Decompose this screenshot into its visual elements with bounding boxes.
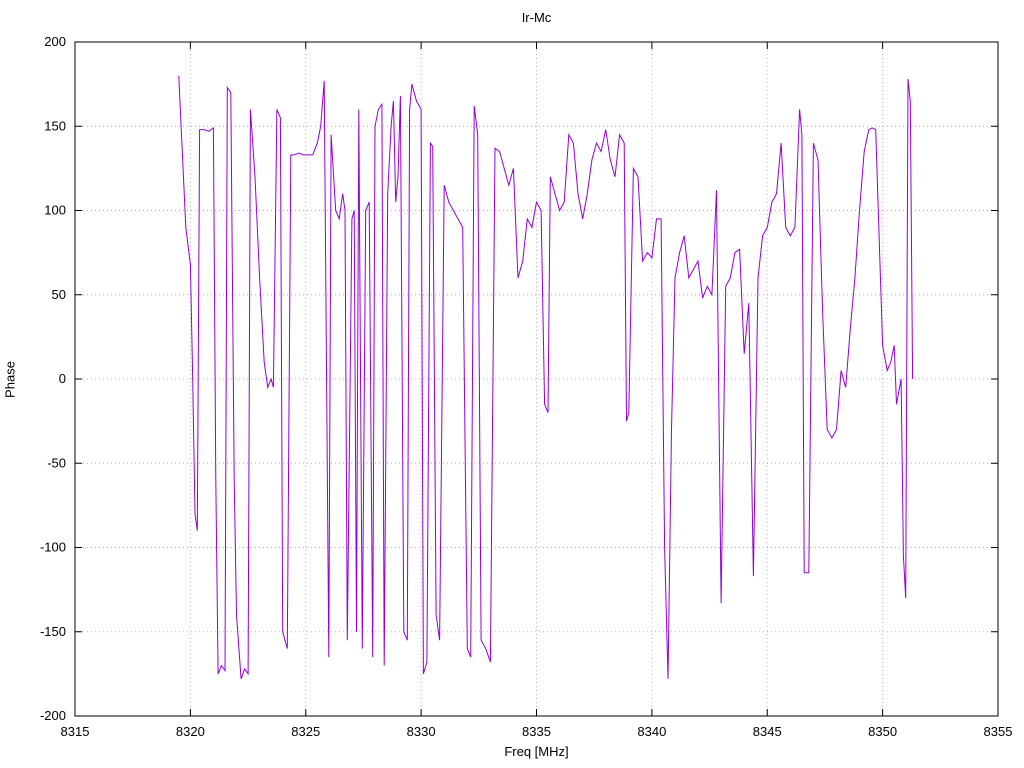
svg-text:8330: 8330 xyxy=(407,724,436,739)
svg-text:8355: 8355 xyxy=(984,724,1013,739)
svg-text:0: 0 xyxy=(59,371,66,386)
chart-title: Ir-Mc xyxy=(521,10,552,25)
svg-text:-50: -50 xyxy=(47,455,66,470)
svg-text:8335: 8335 xyxy=(522,724,551,739)
svg-text:8315: 8315 xyxy=(61,724,90,739)
svg-text:-100: -100 xyxy=(40,540,66,555)
svg-text:8320: 8320 xyxy=(176,724,205,739)
svg-text:-150: -150 xyxy=(40,624,66,639)
svg-text:8345: 8345 xyxy=(753,724,782,739)
plot-border xyxy=(74,41,999,717)
svg-text:8350: 8350 xyxy=(868,724,897,739)
data-line xyxy=(178,75,914,680)
y-tick-labels: -200 -150 -100 -50 0 50 100 150 200 xyxy=(40,34,66,723)
svg-text:8340: 8340 xyxy=(637,724,666,739)
svg-text:200: 200 xyxy=(44,34,66,49)
svg-text:100: 100 xyxy=(44,203,66,218)
x-tick-labels: 8315 8320 8325 8330 8335 8340 8345 8350 8355 xyxy=(61,724,1013,739)
x-axis-label: Freq [MHz] xyxy=(504,744,569,759)
svg-text:50: 50 xyxy=(52,287,66,302)
svg-text:-200: -200 xyxy=(40,708,66,723)
svg-text:150: 150 xyxy=(44,118,66,133)
svg-text:8325: 8325 xyxy=(291,724,320,739)
